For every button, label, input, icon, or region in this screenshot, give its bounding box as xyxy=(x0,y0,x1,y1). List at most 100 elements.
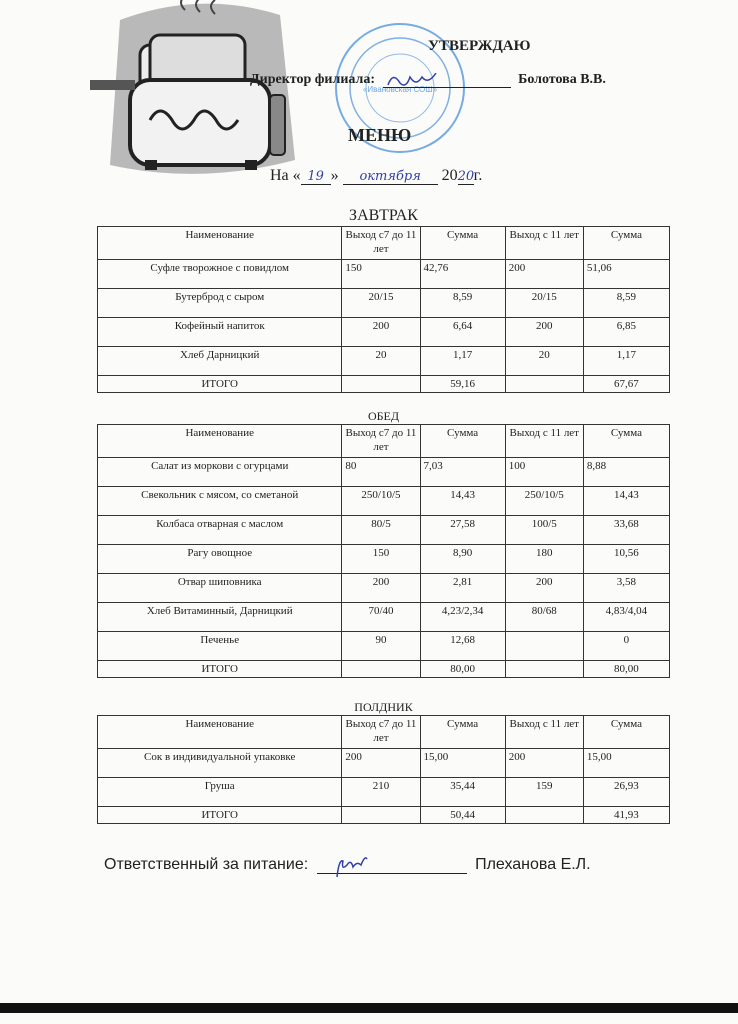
total-cell: 80,00 xyxy=(419,660,506,678)
table-cell: 159 xyxy=(504,777,584,807)
dish-name: Суфле творожное с повидлом xyxy=(96,259,343,289)
table-row: Рагу овощное 150 8,90 180 10,56 xyxy=(96,544,671,574)
table-cell: 6,64 xyxy=(419,317,506,347)
table-row: Суфле творожное с повидлом 150 42,76 200 51,… xyxy=(96,259,671,289)
dish-name: Хлеб Дарницкий xyxy=(96,346,343,376)
table-cell: 42,76 xyxy=(419,259,506,289)
table-cell: 90 xyxy=(341,631,421,661)
dish-name: Колбаса отварная с маслом xyxy=(96,515,343,545)
breakfast-table: Наименование Выход с7 до 11 лет Сумма Выход… xyxy=(96,226,671,393)
total-cell: 50,44 xyxy=(419,806,506,824)
page-title: МЕНЮ xyxy=(348,125,412,145)
responsible-signature xyxy=(316,857,467,878)
table-cell: 200 xyxy=(504,317,584,347)
column-header: Выход с7 до 11 лет xyxy=(341,715,421,749)
director-name: Болотова В.В. xyxy=(518,72,606,87)
table-cell: 2,81 xyxy=(419,573,506,603)
section-title-snack: ПОЛДНИК xyxy=(354,700,413,714)
table-cell: 80/68 xyxy=(504,602,584,632)
director-line: Директор филиала: Болотова В.В. xyxy=(250,72,606,88)
table-cell: 70/40 xyxy=(341,602,421,632)
signature-scribble xyxy=(386,72,437,86)
table-cell: 150 xyxy=(341,259,421,289)
total-cell xyxy=(341,375,421,393)
dish-name: Кофейный напиток xyxy=(96,317,343,347)
table-row: Кофейный напиток 200 6,64 200 6,85 xyxy=(96,317,671,347)
total-cell xyxy=(504,806,584,824)
table-cell: 80 xyxy=(341,457,421,487)
dish-name: Отвар шиповника xyxy=(96,573,343,603)
table-cell: 7,03 xyxy=(419,457,506,487)
responsible-label: Ответственный за питание: xyxy=(104,856,309,873)
total-cell xyxy=(341,660,421,678)
total-cell xyxy=(504,375,584,393)
table-row: Бутерброд с сыром 20/15 8,59 20/15 8,59 xyxy=(96,288,671,318)
table-cell: 200 xyxy=(504,573,584,603)
date-line: На «19» октября 2020г. xyxy=(270,167,482,185)
table-cell: 6,85 xyxy=(582,317,671,347)
dish-name: Печенье xyxy=(96,631,343,661)
table-cell: 20 xyxy=(504,346,584,376)
total-label: ИТОГО xyxy=(96,375,343,393)
table-cell: 4,83/4,04 xyxy=(582,602,671,632)
table-cell: 12,68 xyxy=(419,631,506,661)
column-header: Сумма xyxy=(419,226,506,260)
total-cell: 59,16 xyxy=(419,375,506,393)
scan-edge-bar xyxy=(0,1003,738,1013)
table-row: Печенье 90 12,68 0 xyxy=(96,631,671,661)
table-row: Хлеб Витаминный, Дарницкий 70/40 4,23/2,34… xyxy=(96,602,671,632)
table-cell: 35,44 xyxy=(419,777,506,807)
table-row: Отвар шиповника 200 2,81 200 3,58 xyxy=(96,573,671,603)
dish-name: Рагу овощное xyxy=(96,544,343,574)
table-cell: 100 xyxy=(504,457,584,487)
svg-text:«Ивановская СОШ»: «Ивановская СОШ» xyxy=(363,85,438,94)
column-header: Сумма xyxy=(582,226,671,260)
section-title-breakfast: ЗАВТРАК xyxy=(349,207,418,224)
dish-name: Бутерброд с сыром xyxy=(96,288,343,318)
column-header: Сумма xyxy=(582,715,671,749)
total-row: ИТОГО 50,44 41,93 xyxy=(96,806,671,824)
dish-name: Сок в индивидуальной упаковке xyxy=(96,748,343,778)
toaster-illustration xyxy=(90,0,295,174)
table-cell: 250/10/5 xyxy=(341,486,421,516)
table-cell: 200 xyxy=(504,259,584,289)
table-cell: 20/15 xyxy=(504,288,584,318)
column-header: Сумма xyxy=(419,715,506,749)
lunch-table: Наименование Выход с7 до 11 лет Сумма Выход… xyxy=(96,424,671,678)
table-cell xyxy=(504,631,584,661)
header-row: Наименование Выход с7 до 11 лет Сумма Выход… xyxy=(96,424,671,458)
table-cell: 8,59 xyxy=(582,288,671,318)
table-cell: 200 xyxy=(341,573,421,603)
table-cell: 200 xyxy=(504,748,584,778)
table-cell: 4,23/2,34 xyxy=(419,602,506,632)
official-stamp: «Ивановская СОШ» xyxy=(335,23,465,153)
total-cell: 41,93 xyxy=(582,806,671,824)
column-header: Выход с7 до 11 лет xyxy=(341,226,421,260)
table-cell: 14,43 xyxy=(419,486,506,516)
column-header: Сумма xyxy=(582,424,671,458)
responsible-line: Ответственный за питание: Плеханова Е.Л. xyxy=(104,856,591,878)
table-cell: 8,90 xyxy=(419,544,506,574)
column-header: Выход с7 до 11 лет xyxy=(341,424,421,458)
snack-table: Наименование Выход с7 до 11 лет Сумма Выход… xyxy=(96,715,671,824)
table-cell: 250/10/5 xyxy=(504,486,584,516)
column-header: Выход с 11 лет xyxy=(504,715,584,749)
dish-name: Груша xyxy=(96,777,343,807)
table-cell: 27,58 xyxy=(419,515,506,545)
table-cell: 1,17 xyxy=(582,346,671,376)
table-cell: 1,17 xyxy=(419,346,506,376)
table-cell: 33,68 xyxy=(582,515,671,545)
total-label: ИТОГО xyxy=(96,806,343,824)
table-cell: 80/5 xyxy=(341,515,421,545)
table-cell: 26,93 xyxy=(582,777,671,807)
total-cell: 67,67 xyxy=(582,375,671,393)
date-suffix: г. xyxy=(473,167,483,184)
table-cell: 150 xyxy=(341,544,421,574)
dish-name: Салат из моркови с огурцами xyxy=(96,457,343,487)
total-label: ИТОГО xyxy=(96,660,343,678)
date-day: 19 xyxy=(300,169,331,185)
column-header: Выход с 11 лет xyxy=(504,226,584,260)
total-cell xyxy=(341,806,421,824)
total-row: ИТОГО 59,16 67,67 xyxy=(96,375,671,393)
table-row: Груша 210 35,44 159 26,93 xyxy=(96,777,671,807)
